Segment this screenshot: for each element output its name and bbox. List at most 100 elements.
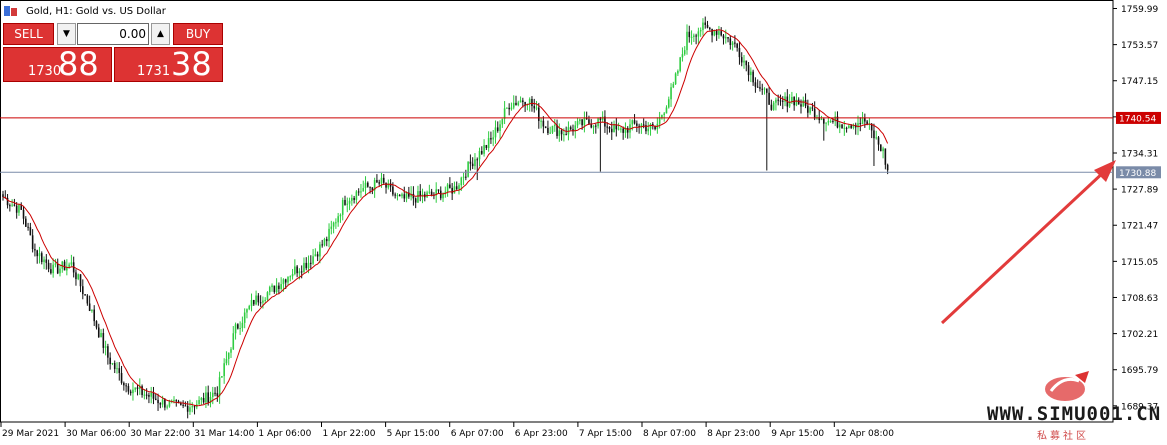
candle-body	[376, 180, 378, 183]
candle-body	[823, 118, 825, 124]
buy-price-main: 1731	[137, 64, 171, 79]
candle-body	[419, 191, 422, 196]
candle-body	[465, 176, 467, 178]
candle-body	[50, 269, 52, 274]
y-tick-label: 1708.63	[1121, 294, 1158, 304]
candle-body	[417, 191, 419, 203]
y-tick-label: 1753.57	[1121, 41, 1158, 51]
candle-body	[123, 382, 125, 386]
candle-body	[713, 30, 716, 36]
candle-body	[481, 151, 483, 154]
candle-body	[221, 376, 223, 378]
candle-body	[672, 84, 675, 88]
y-tick-label: 1721.47	[1121, 222, 1158, 232]
candle-body	[620, 128, 622, 130]
candle-body	[706, 24, 709, 28]
candle-body	[394, 194, 396, 196]
y-tick-label: 1734.31	[1121, 149, 1158, 159]
candle-body	[259, 302, 262, 304]
buy-price-display[interactable]: 1731 38	[114, 45, 223, 83]
candle-body	[704, 22, 707, 25]
candle-body	[576, 121, 579, 126]
candle-body	[645, 125, 647, 132]
candle-body	[401, 194, 403, 197]
x-tick-label: 30 Mar 22:00	[130, 429, 190, 439]
candle-body	[451, 187, 453, 194]
candle-body	[638, 125, 640, 127]
candle-body	[547, 127, 549, 134]
candle-body	[216, 393, 219, 397]
candle-body	[280, 284, 282, 289]
one-click-trading-panel: SELL ▼ 0.00 ▲ BUY 1730 88 1731 38	[3, 23, 223, 83]
candle-body	[492, 137, 494, 140]
candle-body	[781, 100, 784, 102]
candle-body	[11, 204, 13, 206]
candle-body	[875, 137, 878, 139]
candle-body	[736, 43, 738, 48]
candle-body	[734, 42, 736, 44]
candle-body	[606, 126, 608, 128]
candle-body	[535, 107, 538, 109]
candle-body	[515, 102, 517, 106]
buy-price-pips: 38	[171, 45, 212, 83]
candle-body	[282, 279, 285, 285]
candle-body	[478, 151, 481, 160]
candle-body	[870, 123, 873, 131]
candle-body	[408, 192, 410, 197]
candle-body	[592, 125, 595, 128]
lot-increase-button[interactable]: ▲	[151, 23, 170, 45]
candle-body	[102, 333, 105, 348]
lot-size-input[interactable]: 0.00	[77, 23, 149, 45]
candle-body	[278, 285, 280, 289]
candle-body	[339, 214, 342, 217]
candle-body	[791, 97, 793, 102]
candle-body	[243, 312, 246, 323]
candle-body	[198, 400, 200, 405]
candle-body	[392, 186, 394, 195]
candle-body	[690, 36, 693, 38]
candle-body	[164, 399, 166, 408]
candle-body	[175, 400, 178, 402]
buy-button[interactable]: BUY	[173, 23, 223, 45]
candle-body	[779, 100, 782, 102]
candle-body	[827, 121, 830, 123]
lot-decrease-button[interactable]: ▼	[57, 23, 76, 45]
sell-button[interactable]: SELL	[3, 23, 54, 45]
candle-body	[66, 266, 68, 271]
candle-body	[825, 122, 827, 124]
candle-body	[193, 406, 196, 408]
candle-body	[316, 254, 319, 257]
sell-price-pips: 88	[58, 45, 99, 83]
candle-body	[807, 105, 809, 113]
candle-body	[268, 287, 271, 293]
candle-body	[325, 238, 328, 242]
sell-price-display[interactable]: 1730 88	[3, 45, 112, 83]
watermark-text: WWW.SIMU001.CN	[987, 403, 1162, 425]
candle-body	[378, 182, 380, 184]
candle-body	[640, 124, 643, 127]
candle-body	[125, 385, 127, 387]
candle-body	[522, 100, 524, 102]
candle-body	[683, 50, 686, 55]
candle-body	[18, 204, 20, 213]
candle-body	[211, 392, 214, 398]
candle-body	[186, 405, 189, 412]
candle-body	[738, 47, 741, 58]
candle-body	[296, 266, 298, 274]
candle-body	[266, 292, 269, 300]
candle-body	[540, 120, 542, 122]
candle-body	[460, 177, 463, 186]
candle-body	[15, 205, 18, 213]
candle-body	[335, 222, 337, 224]
candle-body	[886, 164, 889, 171]
x-tick-label: 12 Apr 08:00	[835, 429, 894, 439]
candle-body	[528, 98, 531, 104]
candle-body	[109, 357, 111, 365]
candle-body	[389, 183, 392, 187]
candle-body	[218, 377, 221, 397]
candle-body	[166, 406, 168, 408]
candle-body	[604, 116, 606, 127]
candle-body	[319, 244, 321, 257]
candle-body	[93, 309, 95, 322]
